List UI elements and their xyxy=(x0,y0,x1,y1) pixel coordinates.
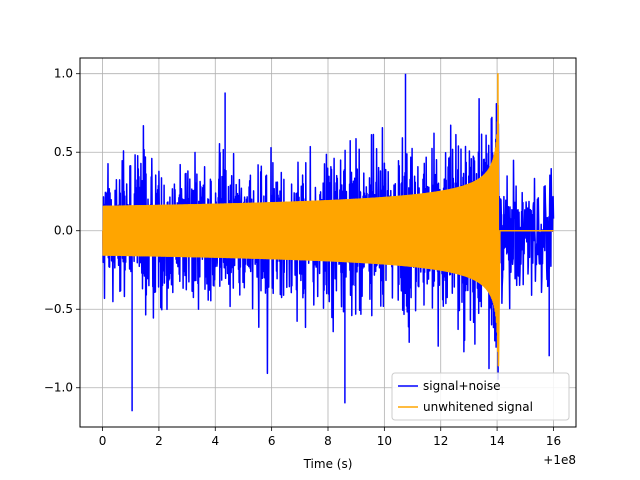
y-tick-label: 0.5 xyxy=(54,145,73,159)
x-tick-label: 14 xyxy=(489,434,504,448)
y-tick-label: 0.0 xyxy=(54,224,73,238)
legend-label-unwhitened-signal: unwhitened signal xyxy=(423,400,533,414)
legend-box xyxy=(391,372,570,421)
series-line-unwhitened-signal xyxy=(102,72,554,367)
x-tick-label: 2 xyxy=(155,434,163,448)
x-tick-label: 16 xyxy=(546,434,561,448)
legend-label-signal-noise: signal+noise xyxy=(423,379,500,393)
y-tick-label: −0.5 xyxy=(44,302,73,316)
x-axis-ticks: 0 2 4 6 8 10 12 14 16 xyxy=(99,427,561,448)
x-axis-label: Time (s) xyxy=(303,457,353,471)
y-tick-label: −1.0 xyxy=(44,381,73,395)
plot-area xyxy=(102,72,555,412)
y-tick-label: 1.0 xyxy=(54,67,73,81)
x-tick-label: 6 xyxy=(268,434,276,448)
x-tick-label: 4 xyxy=(211,434,219,448)
x-axis-offset-label: +1e8 xyxy=(543,453,576,467)
x-tick-label: 0 xyxy=(99,434,107,448)
x-tick-label: 8 xyxy=(324,434,332,448)
y-axis-ticks: 1.0 0.5 0.0 −0.5 −1.0 xyxy=(44,67,80,395)
x-tick-label: 12 xyxy=(433,434,448,448)
legend: signal+noise unwhitened signal xyxy=(391,372,570,421)
x-tick-label: 10 xyxy=(377,434,392,448)
